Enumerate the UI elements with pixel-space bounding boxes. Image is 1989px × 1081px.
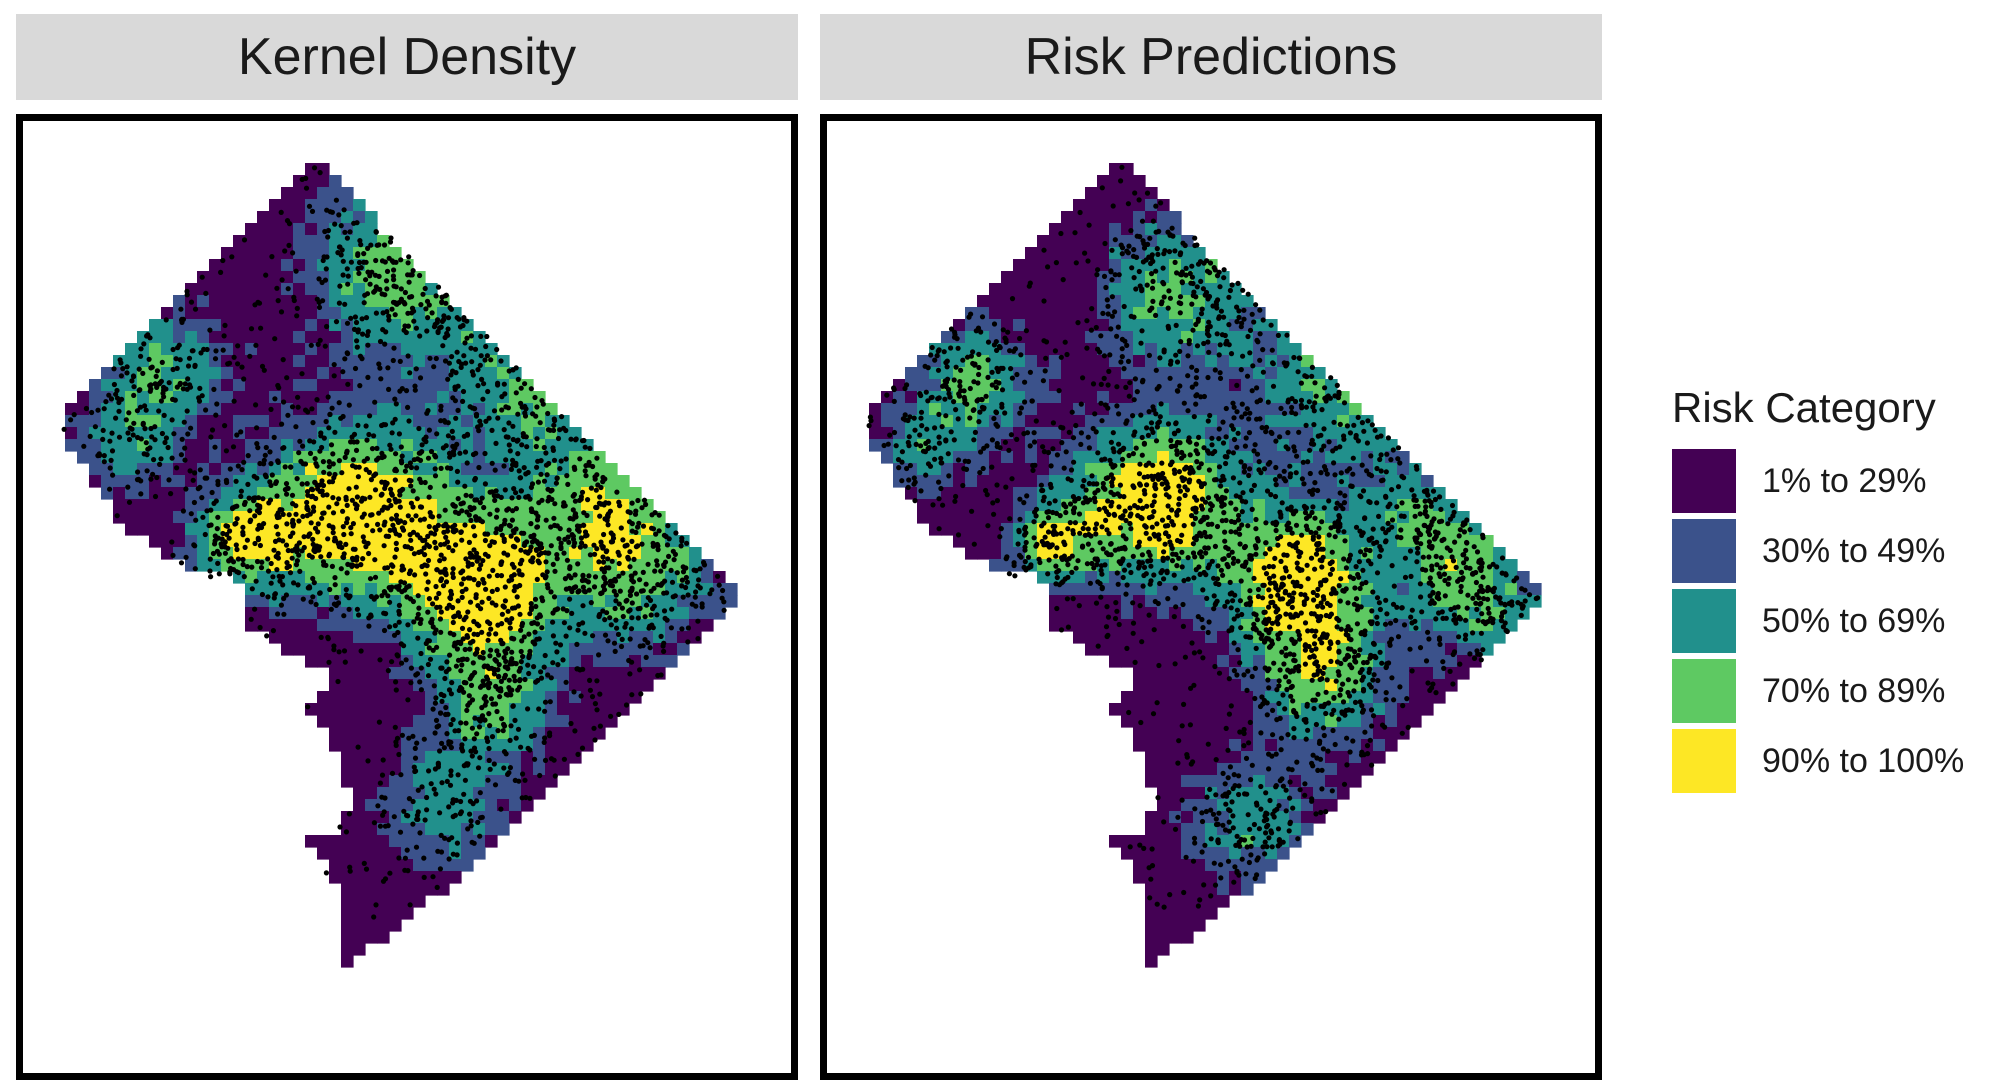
legend-label: 50% to 69% — [1762, 601, 1946, 640]
legend-label: 1% to 29% — [1762, 461, 1927, 500]
risk-predictions-map — [866, 163, 1542, 968]
legend-item: 1% to 29% — [1672, 446, 1964, 516]
incident-points — [61, 165, 727, 920]
legend-item: 30% to 49% — [1672, 516, 1964, 586]
panel-kernel-density: Kernel Density — [16, 14, 798, 1080]
legend-label: 70% to 89% — [1762, 671, 1946, 710]
map-frame — [16, 114, 798, 1080]
legend-key — [1672, 659, 1736, 723]
legend-key — [1672, 589, 1736, 653]
legend-label: 90% to 100% — [1762, 741, 1965, 780]
panel-title: Kernel Density — [16, 14, 798, 100]
map-frame — [820, 114, 1602, 1080]
legend-key — [1672, 519, 1736, 583]
legend-item: 90% to 100% — [1672, 726, 1964, 796]
kernel-density-map — [61, 163, 738, 968]
legend-key — [1672, 449, 1736, 513]
legend: Risk Category 1% to 29% 30% to 49% 50% t… — [1672, 384, 1964, 796]
legend-item: 70% to 89% — [1672, 656, 1964, 726]
incident-points — [866, 164, 1541, 910]
panel-risk-predictions: Risk Predictions — [820, 14, 1602, 1080]
legend-label: 30% to 49% — [1762, 531, 1946, 570]
legend-key — [1672, 729, 1736, 793]
legend-item: 50% to 69% — [1672, 586, 1964, 656]
panel-title: Risk Predictions — [820, 14, 1602, 100]
legend-title: Risk Category — [1672, 384, 1936, 431]
